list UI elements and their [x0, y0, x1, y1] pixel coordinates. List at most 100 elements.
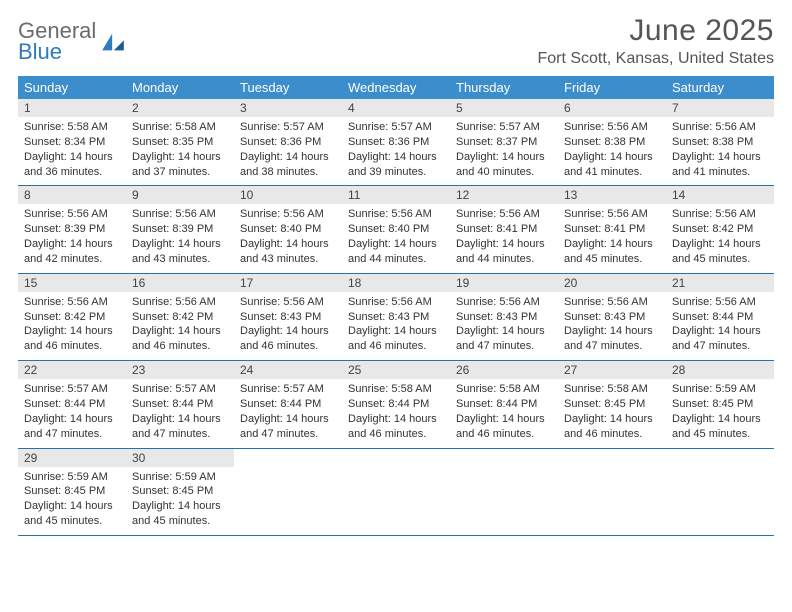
weekday-header: Saturday [666, 76, 774, 99]
weekday-header: Thursday [450, 76, 558, 99]
sunset-text: Sunset: 8:42 PM [132, 310, 228, 325]
day-number: 21 [666, 273, 774, 292]
sunset-text: Sunset: 8:40 PM [240, 222, 336, 237]
daylight-text-2: and 36 minutes. [24, 165, 120, 180]
day-cell: Sunrise: 5:56 AMSunset: 8:38 PMDaylight:… [558, 117, 666, 186]
weekday-header: Tuesday [234, 76, 342, 99]
sunset-text: Sunset: 8:44 PM [456, 397, 552, 412]
daylight-text-1: Daylight: 14 hours [24, 499, 120, 514]
day-cell: Sunrise: 5:59 AMSunset: 8:45 PMDaylight:… [666, 379, 774, 448]
sunrise-text: Sunrise: 5:58 AM [564, 382, 660, 397]
day-cell: Sunrise: 5:56 AMSunset: 8:39 PMDaylight:… [126, 204, 234, 273]
title-block: June 2025 Fort Scott, Kansas, United Sta… [537, 14, 774, 68]
sunrise-text: Sunrise: 5:57 AM [240, 382, 336, 397]
day-number: 14 [666, 186, 774, 205]
sunrise-text: Sunrise: 5:56 AM [348, 207, 444, 222]
sunrise-text: Sunrise: 5:56 AM [240, 295, 336, 310]
day-cell [234, 467, 342, 536]
daylight-text-2: and 45 minutes. [672, 427, 768, 442]
sunrise-text: Sunrise: 5:59 AM [24, 470, 120, 485]
day-body-row: Sunrise: 5:58 AMSunset: 8:34 PMDaylight:… [18, 117, 774, 186]
weekday-header: Sunday [18, 76, 126, 99]
sunset-text: Sunset: 8:36 PM [240, 135, 336, 150]
day-cell: Sunrise: 5:57 AMSunset: 8:44 PMDaylight:… [18, 379, 126, 448]
daylight-text-2: and 42 minutes. [24, 252, 120, 267]
sunrise-text: Sunrise: 5:56 AM [132, 295, 228, 310]
daylight-text-1: Daylight: 14 hours [132, 499, 228, 514]
day-cell: Sunrise: 5:56 AMSunset: 8:44 PMDaylight:… [666, 292, 774, 361]
day-cell: Sunrise: 5:57 AMSunset: 8:44 PMDaylight:… [126, 379, 234, 448]
daylight-text-2: and 39 minutes. [348, 165, 444, 180]
sunset-text: Sunset: 8:35 PM [132, 135, 228, 150]
daylight-text-1: Daylight: 14 hours [564, 412, 660, 427]
daylight-text-2: and 46 minutes. [24, 339, 120, 354]
sunset-text: Sunset: 8:39 PM [132, 222, 228, 237]
daylight-text-1: Daylight: 14 hours [348, 150, 444, 165]
daylight-text-2: and 46 minutes. [132, 339, 228, 354]
sunrise-text: Sunrise: 5:56 AM [456, 295, 552, 310]
sunrise-text: Sunrise: 5:57 AM [456, 120, 552, 135]
weekday-header-row: Sunday Monday Tuesday Wednesday Thursday… [18, 76, 774, 99]
sunset-text: Sunset: 8:45 PM [564, 397, 660, 412]
day-number: 25 [342, 361, 450, 380]
sunrise-text: Sunrise: 5:57 AM [348, 120, 444, 135]
sunrise-text: Sunrise: 5:57 AM [24, 382, 120, 397]
daylight-text-2: and 46 minutes. [240, 339, 336, 354]
day-cell: Sunrise: 5:56 AMSunset: 8:38 PMDaylight:… [666, 117, 774, 186]
day-number: 20 [558, 273, 666, 292]
day-number: 9 [126, 186, 234, 205]
day-body-row: Sunrise: 5:56 AMSunset: 8:39 PMDaylight:… [18, 204, 774, 273]
day-number: 30 [126, 448, 234, 467]
day-number: 28 [666, 361, 774, 380]
weekday-header: Friday [558, 76, 666, 99]
daylight-text-1: Daylight: 14 hours [240, 237, 336, 252]
brand-word-blue: Blue [18, 41, 96, 63]
day-cell: Sunrise: 5:56 AMSunset: 8:40 PMDaylight:… [234, 204, 342, 273]
day-cell: Sunrise: 5:58 AMSunset: 8:35 PMDaylight:… [126, 117, 234, 186]
day-cell [666, 467, 774, 536]
daylight-text-1: Daylight: 14 hours [132, 412, 228, 427]
daylight-text-1: Daylight: 14 hours [456, 324, 552, 339]
daylight-text-2: and 45 minutes. [24, 514, 120, 529]
sunset-text: Sunset: 8:45 PM [132, 484, 228, 499]
daylight-text-1: Daylight: 14 hours [672, 324, 768, 339]
daylight-text-1: Daylight: 14 hours [564, 150, 660, 165]
sunset-text: Sunset: 8:42 PM [24, 310, 120, 325]
sunrise-text: Sunrise: 5:59 AM [672, 382, 768, 397]
day-cell: Sunrise: 5:58 AMSunset: 8:44 PMDaylight:… [450, 379, 558, 448]
day-number-row: 1234567 [18, 99, 774, 117]
day-number [342, 448, 450, 467]
daylight-text-1: Daylight: 14 hours [348, 237, 444, 252]
daylight-text-1: Daylight: 14 hours [24, 237, 120, 252]
sunrise-text: Sunrise: 5:56 AM [456, 207, 552, 222]
daylight-text-1: Daylight: 14 hours [564, 324, 660, 339]
daylight-text-2: and 37 minutes. [132, 165, 228, 180]
day-number: 13 [558, 186, 666, 205]
day-number: 2 [126, 99, 234, 117]
day-number: 15 [18, 273, 126, 292]
sunrise-text: Sunrise: 5:58 AM [456, 382, 552, 397]
day-number [234, 448, 342, 467]
day-cell: Sunrise: 5:58 AMSunset: 8:45 PMDaylight:… [558, 379, 666, 448]
sunset-text: Sunset: 8:37 PM [456, 135, 552, 150]
day-cell: Sunrise: 5:56 AMSunset: 8:40 PMDaylight:… [342, 204, 450, 273]
day-cell: Sunrise: 5:56 AMSunset: 8:42 PMDaylight:… [18, 292, 126, 361]
sunrise-text: Sunrise: 5:56 AM [240, 207, 336, 222]
sunset-text: Sunset: 8:44 PM [240, 397, 336, 412]
weekday-header: Monday [126, 76, 234, 99]
day-number: 1 [18, 99, 126, 117]
daylight-text-2: and 46 minutes. [456, 427, 552, 442]
day-cell: Sunrise: 5:58 AMSunset: 8:44 PMDaylight:… [342, 379, 450, 448]
sunset-text: Sunset: 8:36 PM [348, 135, 444, 150]
sunrise-text: Sunrise: 5:56 AM [672, 120, 768, 135]
title-location: Fort Scott, Kansas, United States [537, 50, 774, 68]
daylight-text-1: Daylight: 14 hours [132, 324, 228, 339]
brand-sail-icon [100, 32, 126, 52]
sunrise-text: Sunrise: 5:56 AM [132, 207, 228, 222]
daylight-text-1: Daylight: 14 hours [240, 150, 336, 165]
day-number: 8 [18, 186, 126, 205]
sunset-text: Sunset: 8:45 PM [672, 397, 768, 412]
sunrise-text: Sunrise: 5:57 AM [132, 382, 228, 397]
daylight-text-1: Daylight: 14 hours [348, 324, 444, 339]
sunrise-text: Sunrise: 5:58 AM [24, 120, 120, 135]
